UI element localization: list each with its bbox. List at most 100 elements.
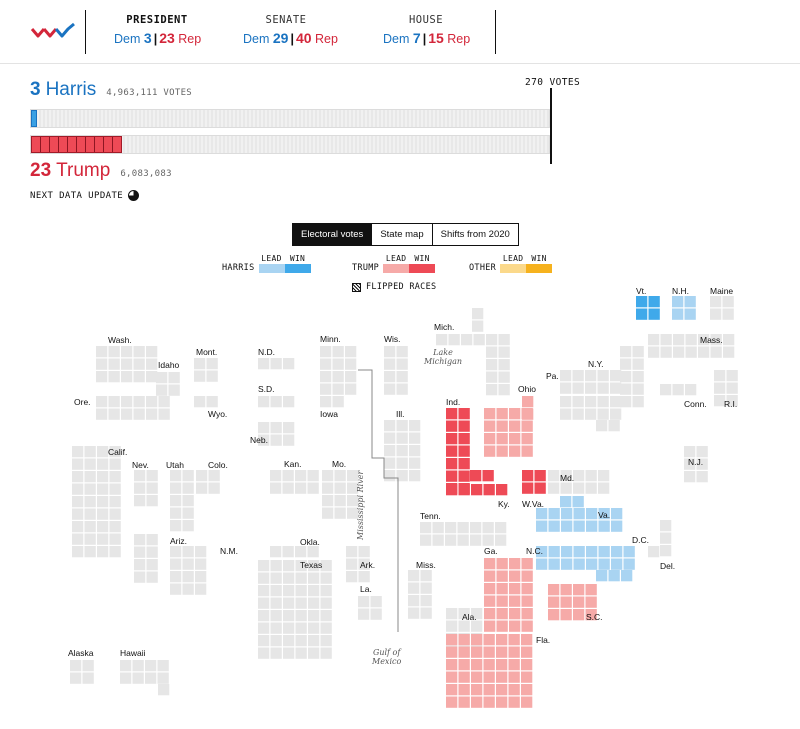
- ev-cell-texas[interactable]: [283, 622, 295, 634]
- ev-cell-calif[interactable]: [109, 458, 121, 470]
- ev-cell-ny[interactable]: [572, 370, 584, 382]
- ev-cell-ohio[interactable]: [484, 445, 496, 457]
- ev-cell-ind[interactable]: [446, 408, 458, 420]
- ev-cell-ohio[interactable]: [484, 420, 496, 432]
- ev-cell-maine[interactable]: [710, 296, 722, 308]
- ev-cell-sc[interactable]: [585, 584, 597, 596]
- ev-cell-wash[interactable]: [96, 346, 108, 358]
- ev-cell-texas[interactable]: [320, 635, 332, 647]
- ev-cell-md[interactable]: [598, 482, 610, 494]
- ev-cell-calif[interactable]: [97, 471, 109, 483]
- ev-cell-ga[interactable]: [484, 570, 496, 582]
- ev-cell-ga[interactable]: [509, 620, 521, 632]
- ev-cell-ga[interactable]: [521, 595, 533, 607]
- ev-cell-fla[interactable]: [446, 696, 458, 708]
- ev-cell-pa[interactable]: [610, 396, 622, 408]
- ev-cell-colo[interactable]: [196, 470, 208, 482]
- ev-cell-ga[interactable]: [484, 608, 496, 620]
- ev-cell-miss[interactable]: [420, 570, 432, 582]
- ev-cell-kan[interactable]: [295, 470, 307, 482]
- ev-cell-md[interactable]: [573, 470, 585, 482]
- ev-cell-ohio2[interactable]: [522, 408, 534, 420]
- ev-cell-texas[interactable]: [258, 572, 270, 584]
- ev-cell-ind[interactable]: [446, 483, 458, 495]
- ev-cell-ohio[interactable]: [496, 408, 508, 420]
- ev-cell-ohio[interactable]: [496, 420, 508, 432]
- ev-cell-texas[interactable]: [308, 572, 320, 584]
- ev-cell-calif[interactable]: [97, 496, 109, 508]
- ev-cell-pa[interactable]: [610, 408, 622, 420]
- tab-state-map[interactable]: State map: [371, 224, 432, 245]
- logo-icon[interactable]: [30, 22, 78, 42]
- ev-cell-ohio[interactable]: [521, 433, 533, 445]
- ev-cell-mo[interactable]: [322, 507, 334, 519]
- ev-cell-kan[interactable]: [282, 470, 294, 482]
- ev-cell-fla[interactable]: [508, 671, 520, 683]
- ev-cell-ny[interactable]: [560, 382, 572, 394]
- ev-cell-wis[interactable]: [384, 383, 396, 395]
- ev-cell-texas[interactable]: [295, 572, 307, 584]
- ev-cell-neb[interactable]: [283, 434, 295, 446]
- ev-cell-miss[interactable]: [408, 582, 420, 594]
- ev-cell-fla[interactable]: [521, 659, 533, 671]
- ev-cell-va[interactable]: [536, 508, 548, 520]
- ev-cell-ri[interactable]: [714, 370, 726, 382]
- ev-cell-texas[interactable]: [308, 610, 320, 622]
- ev-cell-texas[interactable]: [308, 622, 320, 634]
- ev-cell-wva[interactable]: [534, 470, 546, 482]
- ev-cell-mich-up[interactable]: [448, 334, 460, 346]
- ev-cell-conn[interactable]: [660, 384, 672, 396]
- ev-cell-fla[interactable]: [458, 696, 470, 708]
- ev-cell-nh[interactable]: [672, 308, 684, 320]
- ev-cell-utah[interactable]: [170, 520, 182, 532]
- ev-cell-mass[interactable]: [723, 346, 735, 358]
- ev-cell-ny[interactable]: [585, 370, 597, 382]
- ev-cell-fla[interactable]: [458, 671, 470, 683]
- ev-cell-ill[interactable]: [384, 420, 396, 432]
- ev-cell-kan[interactable]: [307, 482, 319, 494]
- ev-cell-ohio[interactable]: [509, 408, 521, 420]
- ev-cell-fla[interactable]: [458, 646, 470, 658]
- ev-cell-nev[interactable]: [146, 495, 158, 507]
- ev-cell-ala[interactable]: [446, 645, 458, 657]
- ev-cell-mass[interactable]: [673, 346, 685, 358]
- ev-cell-texas[interactable]: [270, 622, 282, 634]
- ev-cell-wva[interactable]: [522, 470, 534, 482]
- ev-cell-ky[interactable]: [458, 484, 470, 496]
- ev-cell-calif[interactable]: [97, 458, 109, 470]
- ev-cell-md[interactable]: [585, 482, 597, 494]
- ev-cell-calif[interactable]: [72, 533, 84, 545]
- ev-cell-nc[interactable]: [623, 558, 635, 570]
- ev-cell-fla[interactable]: [521, 634, 533, 646]
- ev-cell-mass[interactable]: [660, 334, 672, 346]
- ev-cell-colo[interactable]: [208, 470, 220, 482]
- ev-cell-mass[interactable]: [660, 346, 672, 358]
- ev-cell-ala[interactable]: [446, 620, 458, 632]
- ev-cell-nc[interactable]: [548, 546, 560, 558]
- ev-cell-ga[interactable]: [509, 558, 521, 570]
- ev-cell-nc[interactable]: [561, 546, 573, 558]
- ev-cell-ill[interactable]: [396, 470, 408, 482]
- ev-cell-ore[interactable]: [96, 408, 108, 420]
- ev-cell-nc2[interactable]: [596, 570, 608, 582]
- ev-cell-fla[interactable]: [521, 646, 533, 658]
- ev-cell-wis[interactable]: [384, 346, 396, 358]
- ev-cell-va2[interactable]: [572, 496, 584, 508]
- ev-cell-sd[interactable]: [258, 396, 270, 408]
- ev-cell-nj[interactable]: [696, 471, 708, 483]
- ev-cell-ohio[interactable]: [521, 445, 533, 457]
- ev-cell-del[interactable]: [660, 545, 672, 557]
- ev-cell-calif[interactable]: [109, 496, 121, 508]
- ev-cell-texas[interactable]: [320, 610, 332, 622]
- ev-cell-calif[interactable]: [84, 458, 96, 470]
- ev-cell-nm[interactable]: [170, 571, 182, 583]
- ev-cell-utah[interactable]: [170, 495, 182, 507]
- ev-cell-nm[interactable]: [182, 571, 194, 583]
- ev-cell-ill[interactable]: [396, 457, 408, 469]
- ev-cell-pa[interactable]: [597, 396, 609, 408]
- ev-cell-ala[interactable]: [446, 608, 458, 620]
- ev-cell-ny2[interactable]: [632, 383, 644, 395]
- ev-cell-mass[interactable]: [673, 334, 685, 346]
- ev-cell-texas[interactable]: [270, 585, 282, 597]
- ev-cell-pa[interactable]: [560, 396, 572, 408]
